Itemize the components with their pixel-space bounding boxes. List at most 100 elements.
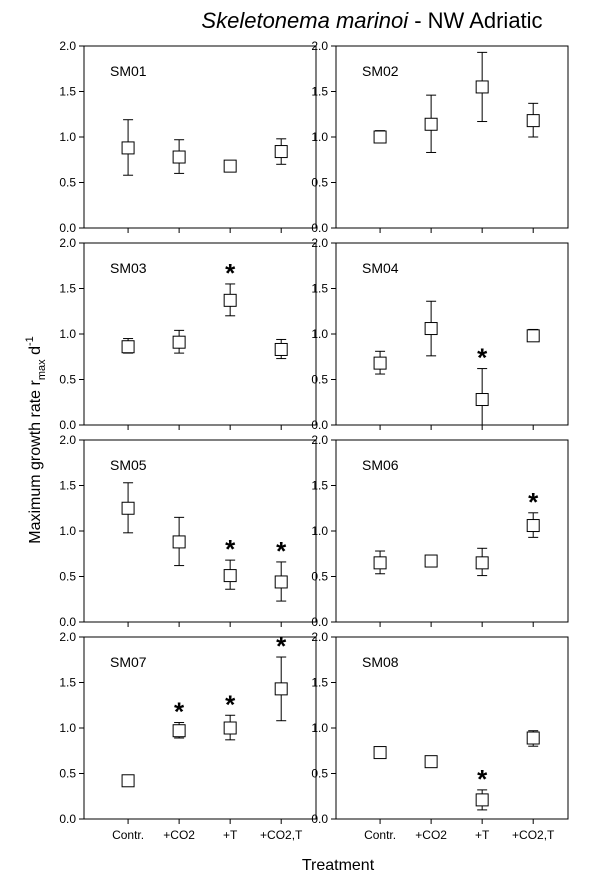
y-tick-label: 1.0	[311, 721, 328, 735]
y-tick-label: 2.0	[59, 236, 76, 250]
data-point	[373, 556, 387, 570]
significance-star: *	[276, 631, 287, 661]
y-tick-label: 1.0	[59, 130, 76, 144]
data-point	[274, 682, 288, 696]
y-tick-label: 0.5	[311, 570, 328, 584]
y-tick-label: 1.0	[311, 130, 328, 144]
data-point	[172, 335, 186, 349]
y-axis-title-sub: max	[36, 359, 48, 380]
significance-star: *	[276, 536, 287, 566]
significance-star: *	[528, 487, 539, 517]
data-point	[475, 393, 489, 407]
panel-label: SM03	[110, 260, 147, 276]
y-tick-label: 0.0	[59, 615, 76, 629]
y-tick-label: 1.5	[311, 282, 328, 296]
figure-title: Skeletonema marinoi - NW Adriatic	[201, 8, 542, 33]
data-point	[121, 774, 135, 788]
y-tick-label: 0.5	[59, 767, 76, 781]
data-point	[475, 556, 489, 570]
data-point	[172, 724, 186, 738]
data-point	[274, 145, 288, 159]
data-point	[172, 535, 186, 549]
y-tick-label: 2.0	[59, 630, 76, 644]
panel-8: 0.0 0.5 1.0 1.5 2.0 SM08 * Contr. +CO2 +T +CO2,T	[311, 630, 569, 842]
data-point	[475, 80, 489, 94]
data-point	[526, 731, 540, 745]
data-point	[424, 755, 438, 769]
y-tick-label: 1.0	[59, 721, 76, 735]
y-tick-label: 1.5	[59, 85, 76, 99]
panel-label: SM04	[362, 260, 399, 276]
y-tick-label: 0.0	[311, 418, 328, 432]
y-tick-label: 0.0	[59, 812, 76, 826]
significance-star: *	[174, 697, 185, 727]
x-tick-label: Contr.	[112, 828, 144, 842]
panel-label: SM07	[110, 654, 147, 670]
y-tick-label: 1.5	[59, 479, 76, 493]
data-point	[526, 519, 540, 533]
panel-label: SM08	[362, 654, 399, 670]
y-tick-label: 1.0	[59, 327, 76, 341]
panel-4: 0.0 0.5 1.0 1.5 2.0 SM04 *	[311, 236, 569, 432]
y-axis-title-unit: d	[27, 346, 44, 359]
panel-2: 0.0 0.5 1.0 1.5 2.0 SM02	[311, 39, 569, 235]
x-tick-label: +CO2,T	[260, 828, 303, 842]
y-tick-label: 0.0	[59, 418, 76, 432]
x-tick-label: +CO2	[415, 828, 447, 842]
panel-1: 0.0 0.5 1.0 1.5 2.0 SM01	[59, 39, 317, 235]
data-point	[121, 141, 135, 155]
y-tick-label: 0.5	[311, 373, 328, 387]
data-point	[475, 793, 489, 807]
y-tick-label: 1.5	[311, 479, 328, 493]
data-point	[223, 159, 237, 173]
data-point	[172, 150, 186, 164]
y-tick-label: 2.0	[311, 630, 328, 644]
data-point	[121, 340, 135, 354]
x-tick-label: +T	[223, 828, 238, 842]
data-point	[274, 575, 288, 589]
data-point	[526, 329, 540, 343]
y-tick-label: 0.0	[311, 221, 328, 235]
y-tick-label: 2.0	[311, 236, 328, 250]
figure-title-species: Skeletonema marinoi	[201, 8, 409, 33]
y-axis-title: Maximum growth rate rmax d-1	[24, 336, 48, 544]
y-tick-label: 0.5	[311, 176, 328, 190]
y-tick-label: 0.0	[59, 221, 76, 235]
y-tick-label: 1.5	[311, 85, 328, 99]
y-tick-label: 1.5	[311, 676, 328, 690]
panels: 0.00.51.01.52.0SM010.00.51.01.52.0SM020.…	[59, 39, 569, 842]
y-tick-label: 1.0	[311, 327, 328, 341]
panel-7: 0.0 0.5 1.0 1.5 2.0 SM07 * * * Contr. +CO2 +T +CO2,T	[59, 630, 317, 842]
panel-label: SM01	[110, 63, 147, 79]
y-axis-title-sup: -1	[24, 336, 36, 346]
significance-star: *	[225, 689, 236, 719]
y-tick-label: 1.0	[311, 524, 328, 538]
panel-label: SM05	[110, 457, 147, 473]
data-point	[424, 554, 438, 568]
y-tick-label: 2.0	[59, 39, 76, 53]
panel-label: SM02	[362, 63, 399, 79]
data-point	[223, 569, 237, 583]
data-point	[373, 356, 387, 370]
data-point	[121, 501, 135, 515]
data-point	[223, 721, 237, 735]
significance-star: *	[225, 534, 236, 564]
y-tick-label: 0.0	[311, 615, 328, 629]
data-point	[223, 293, 237, 307]
y-axis-title-main: Maximum growth rate r	[27, 379, 44, 543]
y-tick-label: 0.5	[311, 767, 328, 781]
figure-title-location: - NW Adriatic	[408, 8, 542, 33]
y-tick-label: 2.0	[311, 433, 328, 447]
x-tick-label: +CO2	[163, 828, 195, 842]
data-point	[274, 342, 288, 356]
x-axis-title: Treatment	[302, 857, 375, 874]
panel-label: SM06	[362, 457, 399, 473]
y-tick-label: 1.0	[59, 524, 76, 538]
panel-3: 0.0 0.5 1.0 1.5 2.0 SM03 *	[59, 236, 317, 432]
x-tick-label: Contr.	[364, 828, 396, 842]
x-tick-label: +T	[475, 828, 490, 842]
y-tick-label: 2.0	[311, 39, 328, 53]
y-tick-label: 0.5	[59, 176, 76, 190]
y-tick-label: 1.5	[59, 282, 76, 296]
